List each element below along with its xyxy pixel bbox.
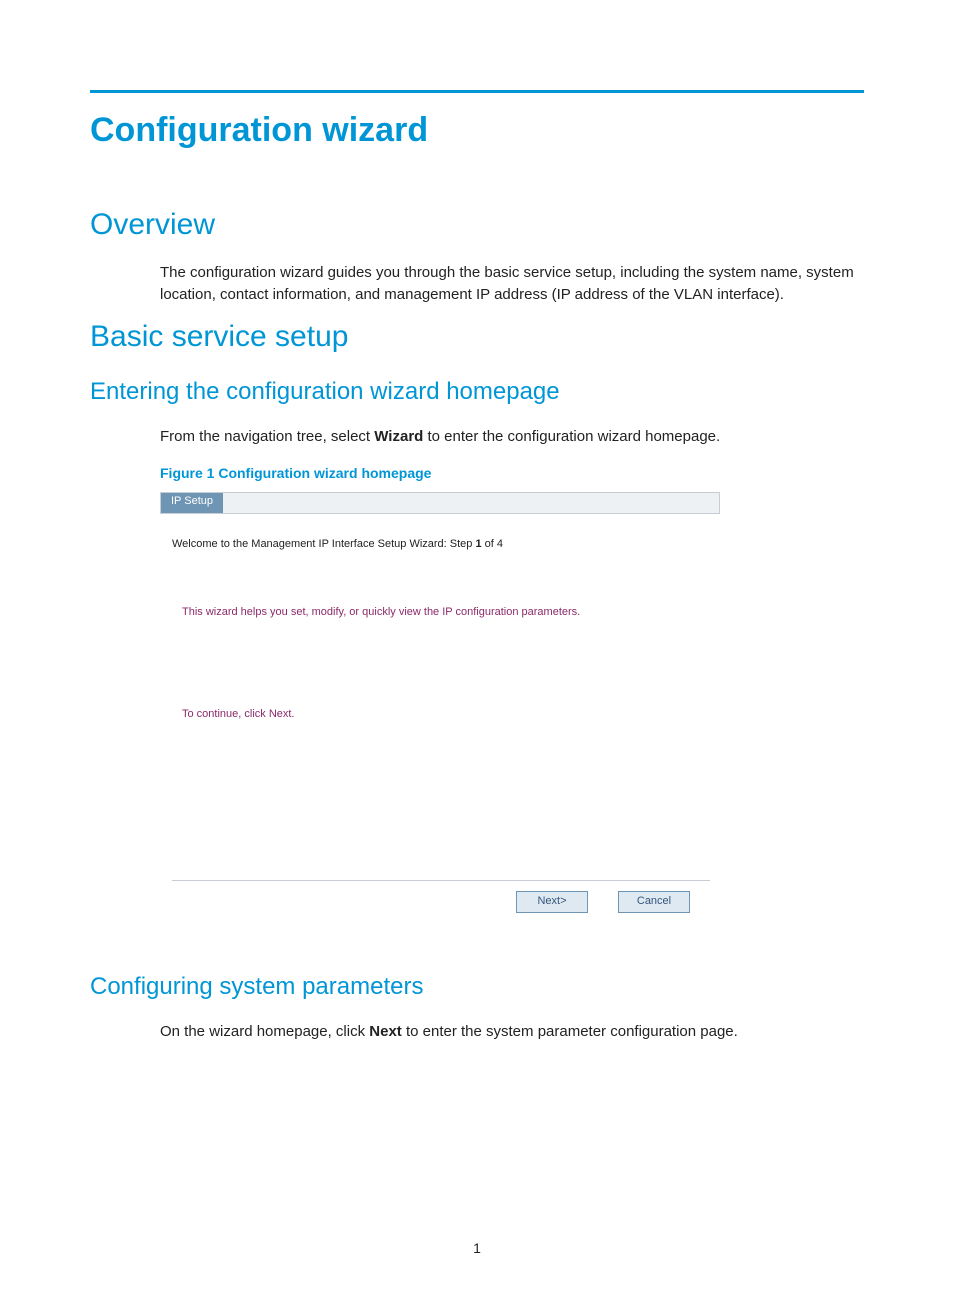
next-button[interactable]: Next>	[516, 891, 588, 913]
cancel-button[interactable]: Cancel	[618, 891, 690, 913]
configuring-intro-bold: Next	[369, 1023, 402, 1040]
top-rule	[90, 90, 864, 93]
entering-intro: From the navigation tree, select Wizard …	[160, 426, 864, 448]
wizard-welcome-pre: Welcome to the Management IP Interface S…	[172, 538, 475, 550]
configuring-intro-post: to enter the system parameter configurat…	[402, 1023, 738, 1040]
page-title: Configuration wizard	[90, 111, 864, 150]
wizard-welcome: Welcome to the Management IP Interface S…	[172, 538, 710, 550]
wizard-tabbar: IP Setup	[160, 492, 720, 514]
entering-intro-post: to enter the configuration wizard homepa…	[423, 428, 720, 445]
wizard-separator	[172, 880, 710, 881]
page-number: 1	[0, 1240, 954, 1256]
configuring-intro-pre: On the wizard homepage, click	[160, 1023, 369, 1040]
entering-intro-pre: From the navigation tree, select	[160, 428, 374, 445]
wizard-welcome-post: of 4	[482, 538, 503, 550]
figure-1-wizard: IP Setup Welcome to the Management IP In…	[160, 492, 720, 925]
subsection-entering-heading: Entering the configuration wizard homepa…	[90, 378, 864, 406]
configuring-intro: On the wizard homepage, click Next to en…	[160, 1021, 864, 1043]
wizard-continue-text: To continue, click Next.	[182, 708, 710, 720]
entering-intro-bold: Wizard	[374, 428, 423, 445]
wizard-help-text: This wizard helps you set, modify, or qu…	[182, 606, 710, 618]
subsection-configuring-heading: Configuring system parameters	[90, 973, 864, 1001]
overview-body: The configuration wizard guides you thro…	[160, 262, 864, 306]
figure-1-caption: Figure 1 Configuration wizard homepage	[160, 463, 864, 483]
wizard-body: Welcome to the Management IP Interface S…	[160, 514, 720, 925]
wizard-tab-ip-setup[interactable]: IP Setup	[161, 493, 223, 513]
section-overview-heading: Overview	[90, 208, 864, 242]
section-basic-heading: Basic service setup	[90, 320, 864, 354]
wizard-button-row: Next> Cancel	[172, 891, 710, 921]
